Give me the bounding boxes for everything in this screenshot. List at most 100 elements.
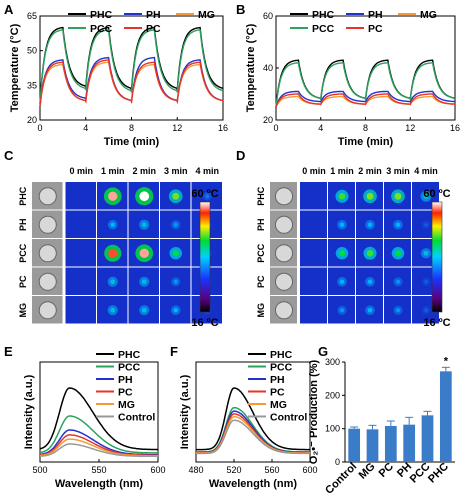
legend-label-pcc: PCC: [270, 362, 293, 374]
legend-label-mg: MG: [118, 399, 135, 411]
column-label-3-min: 3 min: [164, 166, 188, 176]
column-label-4-min: 4 min: [414, 166, 438, 176]
y-axis-label: Temperature (°C): [9, 23, 21, 112]
heat-cell: [300, 210, 327, 238]
heat-spot: [110, 307, 116, 313]
x-axis-label: Time (min): [338, 136, 394, 148]
photo-sample-mg: [38, 301, 57, 320]
x-tick-label-600: 600: [150, 465, 165, 475]
legend-label-ph: PH: [368, 9, 383, 21]
heat-spot: [205, 194, 210, 199]
series-line-pcc: [39, 415, 158, 454]
row-label-ph: PH: [256, 218, 266, 231]
panel-e: E 500 550 600 Wavelength (nm) Intensity (a.u.…: [4, 344, 166, 490]
column-label-0-min: 0 min: [69, 166, 93, 176]
photo-sample-pcc: [38, 244, 57, 263]
heat-spot: [423, 250, 429, 256]
panel-letter-b: B: [236, 2, 245, 17]
legend-label-pcc: PCC: [118, 362, 141, 374]
heat-spot: [108, 191, 118, 201]
legend-label-ph: PH: [270, 374, 285, 386]
panel-letter-f: F: [170, 344, 178, 359]
row-label-mg: MG: [18, 303, 28, 318]
heat-cell: [65, 182, 96, 210]
color-scale-max: 60 ºC: [191, 188, 218, 200]
x-tick-label-0: 0: [37, 123, 42, 133]
panel-d: D 0 min 1 min 2 min 3 min 4 min PHC PH PCC PC MG 60…: [236, 148, 451, 329]
color-scale-bar: [431, 201, 443, 313]
heat-spot: [424, 308, 428, 313]
photo-sample-ph: [38, 215, 57, 234]
panel-letter-d: D: [236, 148, 245, 163]
panel-letter-g: G: [318, 344, 328, 359]
heat-spot: [139, 248, 149, 258]
y-tick-label-0: 0: [335, 457, 340, 467]
series-line-ph: [275, 90, 455, 108]
column-label-2-min: 2 min: [132, 166, 156, 176]
legend-label-pc: PC: [118, 387, 133, 399]
x-tick-label-4: 4: [83, 123, 88, 133]
legend-label-mg: MG: [420, 9, 437, 21]
y-tick-label-100: 100: [325, 424, 340, 434]
legend-label-ph: PH: [146, 9, 161, 21]
legend-label-phc: PHC: [312, 9, 335, 21]
series-line-control: [39, 443, 158, 458]
row-label-pc: PC: [18, 275, 28, 288]
heat-spot: [394, 192, 402, 200]
legend-label-pc: PC: [368, 23, 383, 35]
column-label-0-min: 0 min: [302, 166, 326, 176]
row-label-pc: PC: [256, 275, 266, 288]
category-label-control: Control: [323, 461, 359, 497]
y-tick-label-300: 300: [325, 357, 340, 367]
photo-sample-mg: [274, 301, 294, 320]
row-label-pcc: PCC: [256, 243, 266, 263]
x-axis-label: Time (min): [104, 136, 160, 148]
heat-cell: [300, 267, 327, 295]
row-label-pcc: PCC: [18, 243, 28, 263]
heat-spot: [424, 222, 428, 227]
heat-spot: [172, 250, 179, 257]
color-scale-min: 16 ºC: [423, 317, 450, 329]
legend-label-mg: MG: [198, 9, 215, 21]
x-tick-label-16: 16: [218, 123, 228, 133]
category-label-pc: PC: [377, 461, 396, 480]
y-tick-label-60: 60: [263, 11, 273, 21]
x-tick-label-4: 4: [318, 123, 323, 133]
heat-cell: [65, 267, 96, 295]
x-axis-label: Wavelength (nm): [55, 478, 144, 490]
category-label-mg: MG: [357, 461, 378, 482]
row-label-phc: PHC: [18, 186, 28, 206]
panel-f: F 480 520 560 600 Wavelength (nm) Intensity (a…: [170, 344, 318, 490]
bar-pc: [384, 426, 397, 462]
legend-label-pc: PC: [270, 387, 285, 399]
heat-spot: [367, 307, 373, 313]
y-tick-label-35: 35: [27, 80, 37, 90]
bar-control: [348, 428, 361, 462]
heat-cell: [300, 239, 327, 267]
heat-spot: [366, 249, 374, 257]
heat-spot: [423, 193, 429, 199]
photo-sample-phc: [274, 187, 294, 206]
x-tick-label-520: 520: [226, 465, 241, 475]
y-tick-label-20: 20: [263, 115, 273, 125]
x-tick-label-12: 12: [405, 123, 415, 133]
heat-spot: [108, 248, 118, 258]
heat-cell: [300, 182, 327, 210]
legend-label-control: Control: [270, 412, 307, 424]
photo-sample-phc: [38, 187, 57, 206]
heat-spot: [172, 192, 180, 200]
x-tick-label-480: 480: [188, 465, 203, 475]
heat-spot: [173, 279, 178, 284]
bar-ph: [403, 424, 416, 462]
heat-spot: [110, 279, 116, 285]
significance-mark: *: [444, 355, 449, 367]
plot-frame: [39, 15, 224, 121]
series-line-pc: [39, 59, 224, 107]
column-label-4-min: 4 min: [195, 166, 219, 176]
legend-label-pc: PC: [146, 23, 161, 35]
plot-frame: [195, 361, 311, 463]
x-tick-label-560: 560: [264, 465, 279, 475]
y-tick-label-200: 200: [325, 390, 340, 400]
y-tick-label-20: 20: [27, 115, 37, 125]
